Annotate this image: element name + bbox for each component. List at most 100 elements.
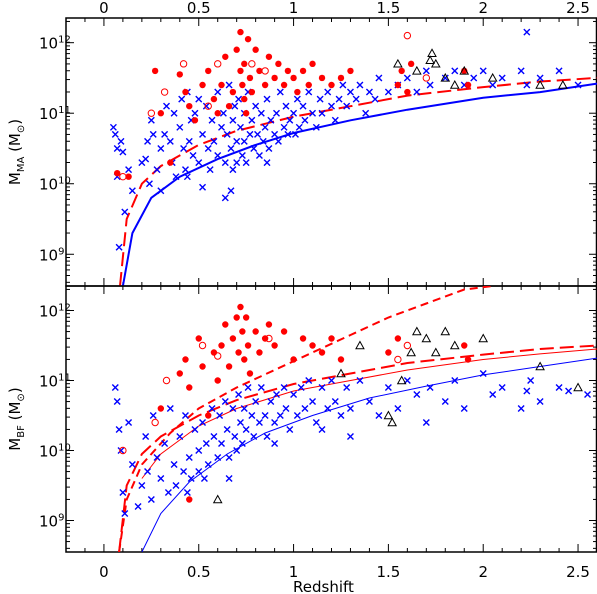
- data-point-open-triangle: [459, 65, 470, 75]
- data-point-cross: [142, 155, 150, 163]
- x-tick-label: 2.5: [566, 563, 590, 581]
- y-tick-label: 1012: [39, 35, 71, 53]
- data-point-filled-circle: [239, 81, 246, 89]
- data-point-filled-circle: [271, 74, 278, 82]
- data-point-filled-circle: [246, 370, 254, 377]
- data-point-cross: [181, 412, 189, 419]
- data-point-cross: [231, 102, 239, 110]
- data-point-filled-circle: [299, 67, 307, 75]
- data-point-cross: [195, 95, 203, 103]
- data-point-filled-circle: [195, 335, 202, 342]
- data-point-cross: [115, 243, 123, 251]
- data-point-cross: [254, 130, 262, 138]
- data-point-cross: [343, 384, 351, 391]
- data-point-cross: [324, 405, 332, 412]
- data-point-filled-circle: [265, 53, 273, 60]
- data-point-open-triangle: [478, 333, 489, 343]
- data-point-cross: [301, 116, 309, 124]
- data-point-cross: [113, 398, 121, 405]
- data-point-cross: [235, 95, 243, 103]
- data-point-filled-circle: [244, 342, 252, 349]
- data-point-cross: [318, 426, 326, 433]
- data-point-cross: [248, 116, 256, 124]
- data-point-cross: [233, 159, 241, 167]
- model-curve-long-dash: [119, 76, 597, 286]
- data-point-cross: [161, 440, 169, 447]
- data-point-filled-circle: [167, 159, 174, 166]
- data-point-filled-circle: [290, 74, 297, 82]
- data-point-filled-circle: [337, 356, 345, 363]
- data-point-cross: [362, 109, 370, 117]
- data-point-cross: [225, 454, 233, 461]
- data-point-filled-circle: [222, 53, 229, 60]
- x-tick-label: 2.5: [566, 0, 590, 17]
- data-point-filled-circle: [398, 67, 405, 75]
- data-point-filled-circle: [237, 303, 244, 311]
- data-point-open-circle: [151, 418, 159, 427]
- data-point-cross: [293, 412, 301, 419]
- data-point-cross: [413, 88, 421, 96]
- data-point-filled-circle: [237, 67, 244, 75]
- data-point-cross: [441, 74, 449, 82]
- plot-area: [111, 286, 597, 552]
- data-point-cross: [149, 130, 157, 138]
- data-point-cross: [451, 377, 459, 384]
- y-tick-label: 1010: [39, 443, 71, 461]
- data-point-cross: [242, 159, 250, 167]
- data-point-open-triangle: [425, 55, 435, 65]
- data-point-cross: [394, 405, 402, 412]
- data-point-cross: [252, 102, 260, 110]
- data-point-open-circle: [265, 334, 273, 343]
- data-point-cross: [290, 391, 298, 398]
- data-point-cross: [121, 510, 129, 517]
- data-point-filled-circle: [309, 60, 316, 68]
- data-point-cross: [200, 475, 208, 482]
- data-point-cross: [290, 109, 298, 117]
- data-point-cross: [356, 377, 364, 384]
- data-point-filled-circle: [261, 335, 269, 342]
- data-point-open-triangle: [396, 375, 407, 385]
- data-point-filled-circle: [309, 342, 316, 349]
- data-point-cross: [250, 144, 258, 152]
- data-point-filled-circle: [237, 28, 244, 36]
- data-point-filled-circle: [225, 363, 233, 370]
- data-point-cross: [183, 173, 191, 181]
- data-point-cross: [276, 412, 284, 419]
- data-point-cross: [216, 412, 224, 419]
- data-point-filled-circle: [252, 46, 259, 53]
- data-point-cross: [238, 152, 246, 160]
- model-curve-solid: [121, 82, 597, 286]
- data-point-cross: [149, 412, 157, 419]
- data-point-cross: [426, 384, 434, 391]
- data-point-filled-circle: [461, 342, 468, 349]
- data-point-filled-circle: [404, 88, 411, 96]
- data-point-cross: [271, 130, 279, 138]
- data-point-cross: [210, 433, 218, 440]
- model-curve-solid: [141, 357, 597, 552]
- data-point-cross: [157, 475, 165, 482]
- data-point-cross: [183, 489, 191, 496]
- data-point-filled-circle: [347, 67, 354, 75]
- panel-top: 0 0.5 1 1.5 2 2.5 109 1010 1011 1012 MMA (M⊙): [6, 0, 597, 287]
- data-point-cross: [335, 95, 343, 103]
- data-point-cross: [356, 81, 364, 89]
- data-point-open-triangle: [387, 417, 398, 427]
- data-point-cross: [191, 426, 199, 433]
- data-point-cross: [271, 419, 279, 426]
- data-point-cross: [384, 88, 392, 96]
- data-point-cross: [282, 102, 290, 110]
- data-point-cross: [371, 95, 379, 103]
- data-point-cross: [555, 67, 563, 75]
- panels: 0 0.5 1 1.5 2 2.5 109 1010 1011 1012 MMA (M⊙) 0 0.5 1…: [6, 0, 597, 594]
- data-point-filled-circle: [229, 88, 237, 96]
- model-curve-long-dash: [118, 344, 597, 552]
- data-point-open-circle: [162, 376, 171, 385]
- data-point-cross: [221, 398, 229, 405]
- data-point-open-circle: [198, 341, 207, 350]
- data-point-cross: [111, 384, 119, 391]
- data-point-cross: [229, 405, 237, 412]
- data-point-filled-circle: [241, 60, 248, 68]
- data-point-filled-circle: [239, 328, 246, 335]
- data-point-cross: [176, 433, 184, 440]
- data-point-cross: [121, 208, 129, 216]
